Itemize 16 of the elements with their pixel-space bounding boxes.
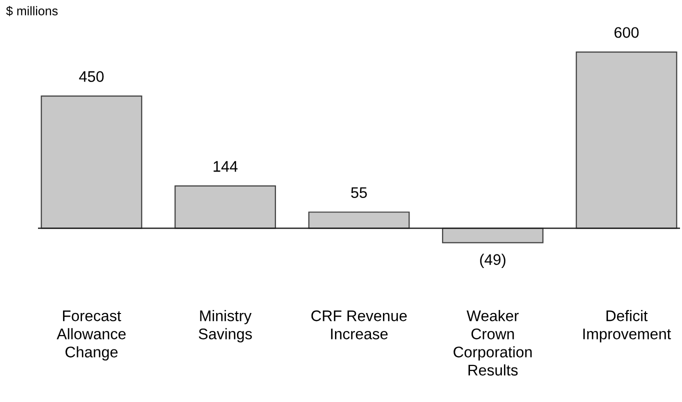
bar bbox=[308, 212, 410, 229]
data-label: 55 bbox=[351, 187, 367, 198]
data-label: (49) bbox=[480, 254, 506, 268]
data-label: 600 bbox=[614, 27, 639, 38]
x-tick-label: Forecast Allowance Change bbox=[56, 310, 126, 360]
bar bbox=[40, 96, 142, 229]
x-tick-label: Deficit Improvement bbox=[583, 310, 671, 342]
bar bbox=[442, 228, 544, 244]
bar bbox=[576, 51, 678, 229]
y-axis-title: $ millions bbox=[6, 6, 58, 16]
x-tick-label: Weaker Crown Corporation Results bbox=[454, 310, 532, 376]
x-tick-label: Ministry Savings bbox=[198, 310, 252, 342]
x-tick-label: CRF Revenue Increase bbox=[311, 310, 407, 340]
data-label: 144 bbox=[214, 161, 238, 172]
bar bbox=[174, 185, 276, 229]
data-label: 450 bbox=[79, 71, 104, 82]
